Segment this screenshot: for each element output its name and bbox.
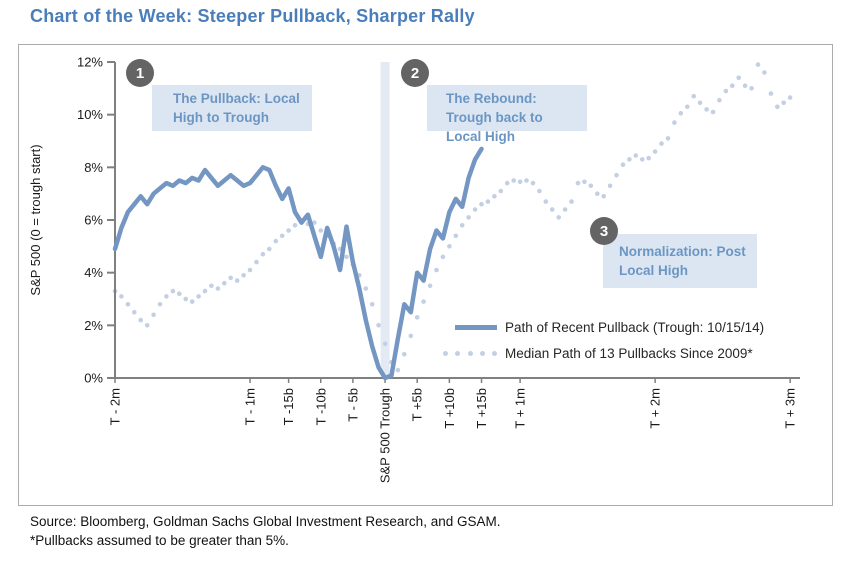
svg-text:T - 1m: T - 1m: [243, 388, 258, 425]
annotation-badge-1: 1: [126, 59, 154, 87]
annotation-box-pullback: The Pullback: Local High to Trough: [152, 85, 312, 131]
svg-text:12%: 12%: [77, 55, 103, 70]
svg-text:6%: 6%: [84, 213, 103, 228]
svg-text:T +15b: T +15b: [474, 388, 489, 429]
page-title: Chart of the Week: Steeper Pullback, Sha…: [30, 6, 475, 26]
svg-text:T - 5b: T - 5b: [345, 388, 360, 422]
svg-text:2%: 2%: [84, 318, 103, 333]
source-note: Source: Bloomberg, Goldman Sachs Global …: [30, 512, 500, 550]
svg-text:T + 2m: T + 2m: [648, 388, 663, 429]
svg-text:0%: 0%: [84, 371, 103, 386]
svg-text:8%: 8%: [84, 160, 103, 175]
chart-legend: Path of Recent Pullback (Trough: 10/15/1…: [443, 314, 764, 366]
svg-text:T +10b: T +10b: [442, 388, 457, 429]
svg-text:S&P 500 (0 = trough start): S&P 500 (0 = trough start): [28, 144, 43, 295]
svg-text:T +5b: T +5b: [410, 388, 425, 421]
svg-text:4%: 4%: [84, 265, 103, 280]
svg-text:T + 1m: T + 1m: [513, 388, 528, 429]
svg-text:10%: 10%: [77, 107, 103, 122]
legend-label: Median Path of 13 Pullbacks Since 2009*: [505, 345, 753, 361]
svg-text:T + 3m: T + 3m: [783, 388, 798, 429]
source-line-1: Source: Bloomberg, Goldman Sachs Global …: [30, 514, 501, 529]
source-line-2: *Pullbacks assumed to be greater than 5%…: [30, 533, 289, 548]
legend-solid-line-swatch: [443, 324, 497, 330]
legend-item-median-path: Median Path of 13 Pullbacks Since 2009*: [443, 340, 764, 366]
annotation-badge-2: 2: [401, 59, 429, 87]
legend-dotted-line-swatch: [443, 350, 497, 356]
svg-text:T - 2m: T - 2m: [108, 388, 123, 425]
svg-text:T -10b: T -10b: [313, 388, 328, 425]
annotation-box-normalization: Normalization: Post Local High: [603, 234, 757, 288]
annotation-box-rebound: The Rebound: Trough back to Local High: [427, 85, 587, 144]
svg-text:T -15b: T -15b: [281, 388, 296, 425]
annotation-badge-3: 3: [590, 217, 618, 245]
legend-label: Path of Recent Pullback (Trough: 10/15/1…: [505, 319, 765, 335]
legend-item-recent-pullback: Path of Recent Pullback (Trough: 10/15/1…: [443, 314, 764, 340]
svg-text:S&P 500 Trough: S&P 500 Trough: [378, 388, 393, 483]
